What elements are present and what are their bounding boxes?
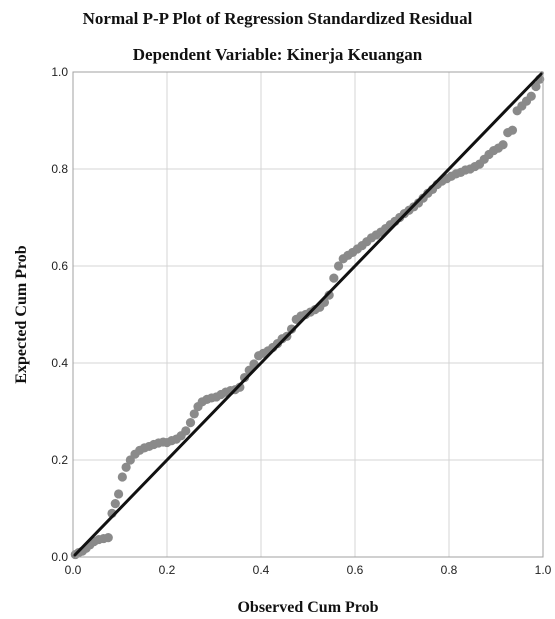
x-tick-label: 0.2 <box>159 563 176 577</box>
data-point <box>531 81 541 92</box>
chart-title: Normal P-P Plot of Regression Standardiz… <box>82 9 473 28</box>
data-point <box>103 533 113 543</box>
y-tick-label: 0.4 <box>51 356 68 370</box>
plot-frame <box>72 71 544 558</box>
chart-subtitle: Dependent Variable: Kinerja Keuangan <box>132 45 423 64</box>
x-tick-label: 0.0 <box>65 563 82 577</box>
x-tick-label: 0.4 <box>253 563 270 577</box>
data-point <box>324 290 334 300</box>
grid-lines <box>73 72 543 557</box>
x-axis-title: Observed Cum Prob <box>237 599 378 616</box>
x-axis-ticks: 0.0 0.2 0.4 0.6 0.8 1.0 <box>65 563 552 577</box>
y-tick-label: 0.2 <box>51 453 68 467</box>
y-tick-label: 0.6 <box>51 259 68 273</box>
x-tick-label: 1.0 <box>535 563 552 577</box>
data-point <box>181 426 191 436</box>
data-point <box>507 125 518 135</box>
data-point <box>189 409 199 419</box>
y-axis-title: Expected Cum Prob <box>13 245 30 383</box>
reference-line <box>71 70 545 559</box>
data-point <box>333 261 344 271</box>
data-point <box>239 372 250 383</box>
y-tick-label: 1.0 <box>51 65 68 79</box>
y-axis-ticks: 0.0 0.2 0.4 0.6 0.8 1.0 <box>51 65 68 564</box>
data-point <box>185 418 196 428</box>
data-point <box>286 324 297 334</box>
data-point <box>329 273 339 283</box>
data-point <box>110 499 120 509</box>
x-tick-label: 0.8 <box>441 563 458 577</box>
data-point <box>113 489 124 499</box>
data-point <box>498 140 508 150</box>
data-point <box>117 472 127 482</box>
data-point <box>121 462 131 472</box>
y-tick-label: 0.8 <box>51 162 68 176</box>
data-point <box>526 91 536 101</box>
y-tick-label: 0.0 <box>51 550 68 564</box>
data-point <box>235 382 245 392</box>
x-tick-label: 0.6 <box>347 563 364 577</box>
